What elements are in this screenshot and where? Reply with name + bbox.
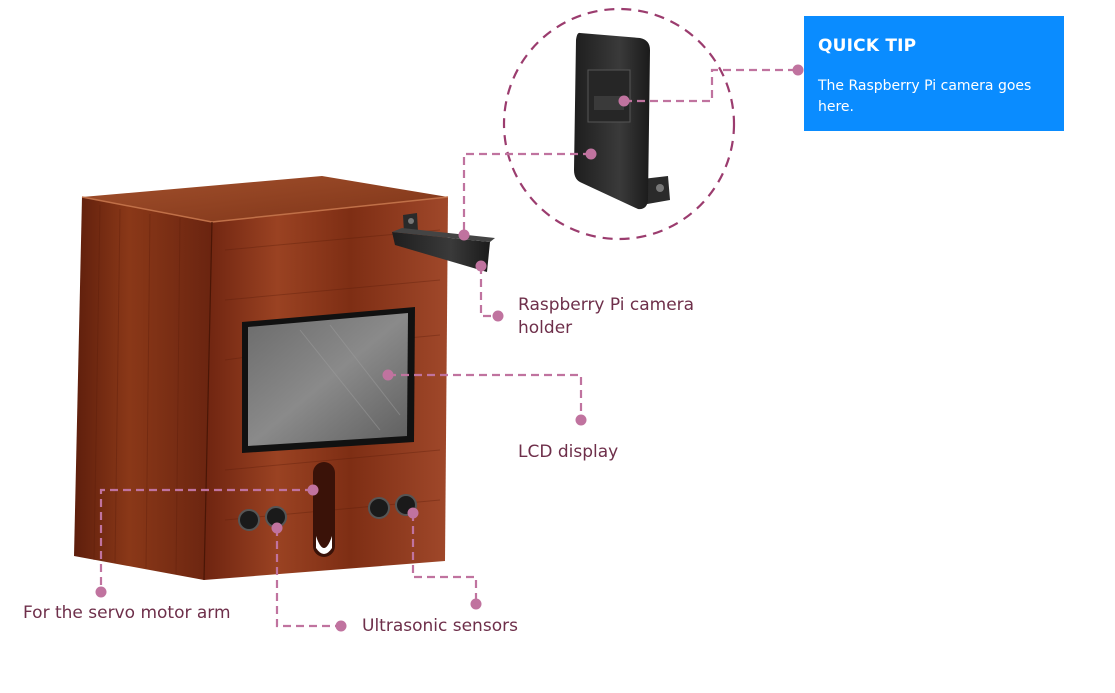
line-zoom	[462, 152, 591, 235]
label-lcd-display: LCD display	[518, 442, 619, 462]
box-left-side	[74, 197, 212, 580]
line-servo	[99, 488, 313, 592]
line-ultra-right	[411, 513, 478, 604]
box-top	[82, 176, 448, 222]
line-tip	[624, 68, 798, 103]
label-servo-arm: For the servo motor arm	[23, 603, 231, 623]
callout-lines	[99, 68, 798, 628]
callout-dots	[95, 64, 804, 632]
line-ultra-left	[275, 528, 341, 628]
quick-tip-box: QUICK TIP The Raspberry Pi camera goes h…	[804, 16, 1064, 131]
zoom-circle	[502, 7, 736, 241]
quick-tip-body: The Raspberry Pi camera goes here.	[818, 78, 1032, 115]
label-camera-holder: Raspberry Pi camera holder	[518, 295, 695, 338]
servo-slot	[313, 462, 335, 557]
wooden-box	[74, 176, 449, 581]
line-lcd	[388, 373, 583, 420]
lcd-screen	[242, 307, 415, 453]
camera-holder-small	[392, 213, 495, 272]
camera-holder-large	[574, 32, 670, 210]
line-holder	[479, 266, 498, 318]
quick-tip-title: QUICK TIP	[818, 36, 917, 56]
label-ultrasonic-sensors: Ultrasonic sensors	[362, 616, 518, 636]
